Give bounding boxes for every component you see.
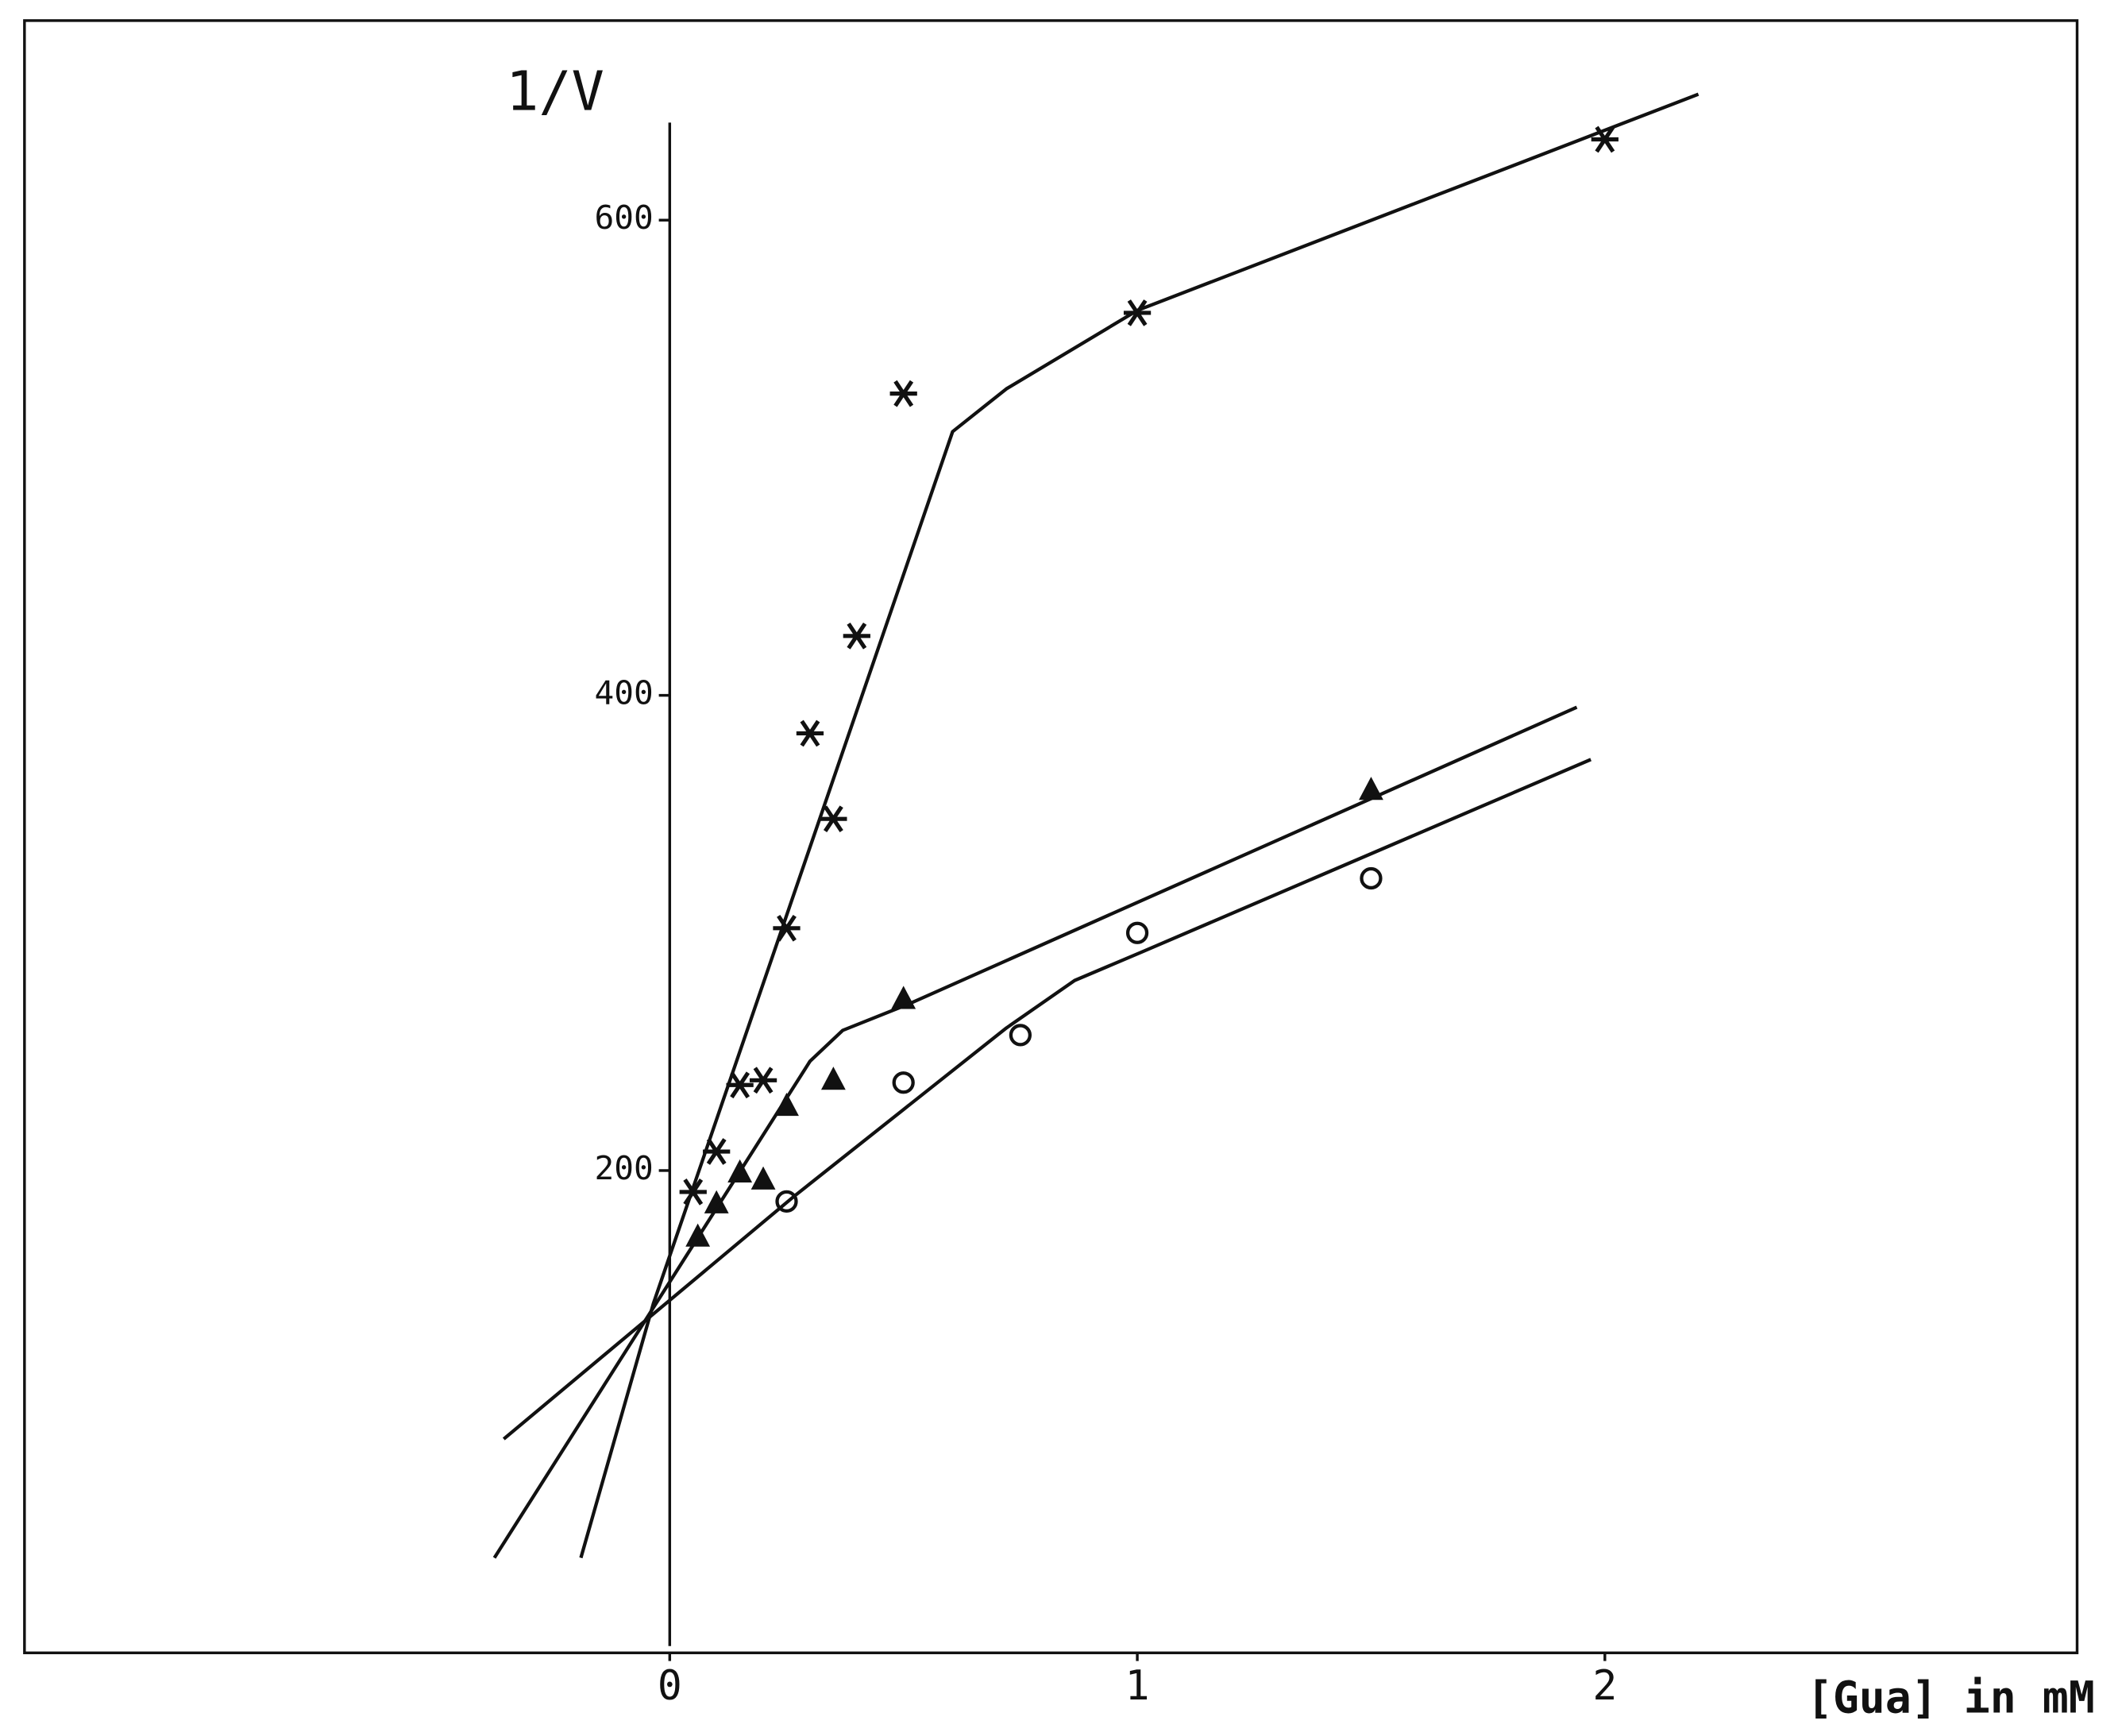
y-axis-label: 1/V [506,60,604,124]
star-marker [889,380,917,407]
plot-frame [23,19,2079,1655]
circle-marker [1360,866,1383,890]
star-marker [820,805,847,833]
y-tick-label: 600 [595,199,654,237]
triangle-marker [820,1067,846,1090]
star-marker [749,1067,777,1094]
star-marker [843,622,870,650]
x-axis-label: [Gua] in mM [1807,1672,2095,1722]
triangle-marker [704,1190,729,1213]
fit-line [492,705,1578,1559]
star-marker [1123,299,1152,326]
x-tick-label: 2 [1592,1662,1617,1710]
star-marker [703,1138,731,1165]
star-marker [726,1071,754,1099]
x-tick-label: 0 [658,1662,682,1710]
star-marker [796,719,824,747]
circle-marker [892,1071,915,1094]
fit-line [579,92,1700,1559]
circle-marker [1009,1024,1032,1047]
circle-marker [775,1190,798,1213]
y-tick-label: 400 [595,674,654,712]
x-tick-label: 1 [1125,1662,1150,1710]
circle-marker [1125,921,1149,944]
triangle-marker [750,1166,776,1190]
fit-line [502,758,1592,1441]
y-tick-label: 200 [595,1149,654,1187]
